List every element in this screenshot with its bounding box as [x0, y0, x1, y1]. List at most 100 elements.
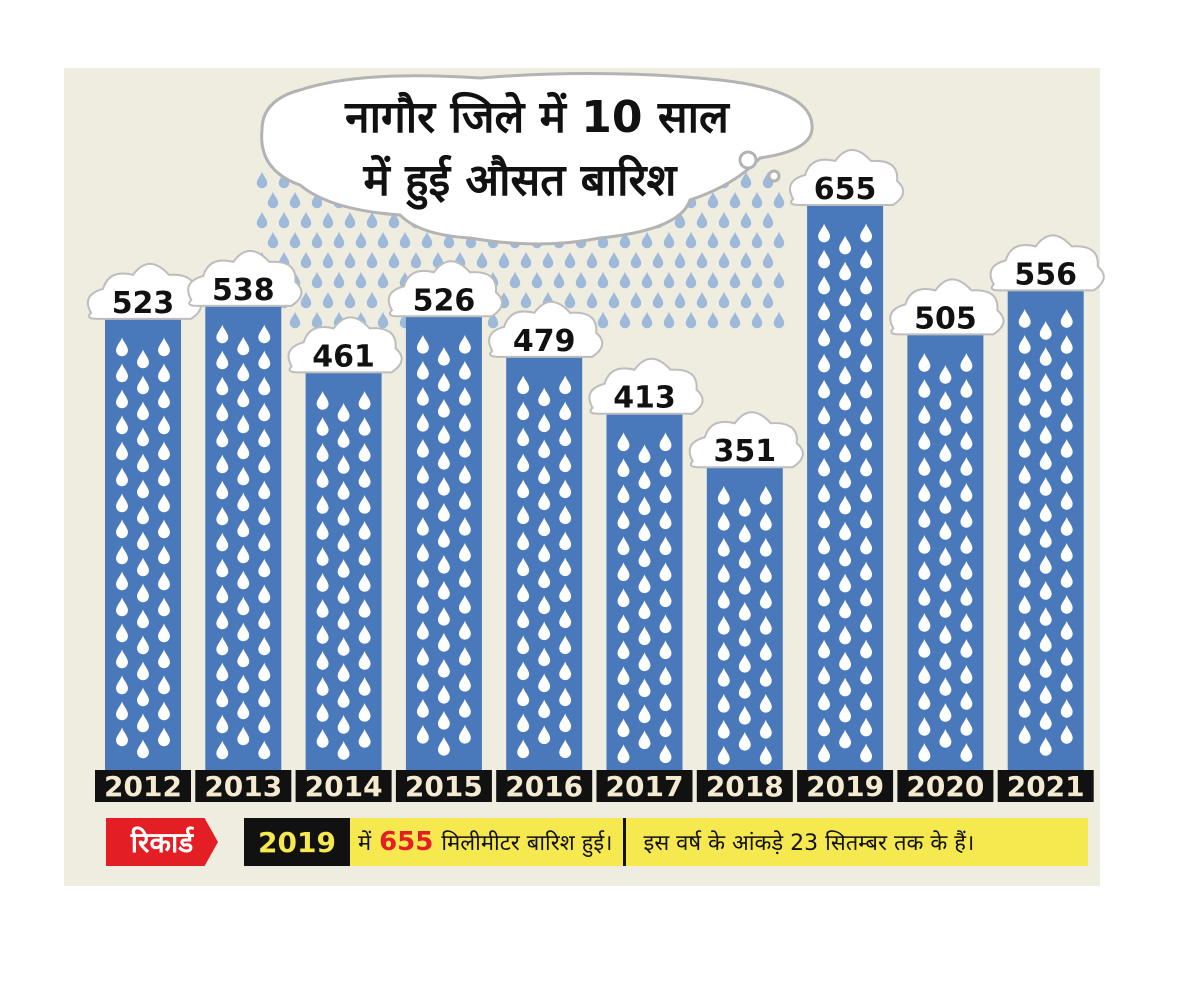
bar-drop	[818, 535, 831, 555]
bar-drop	[918, 665, 931, 684]
bar-drop	[258, 402, 271, 422]
rain-drop	[597, 311, 609, 329]
rain-drop	[740, 171, 752, 189]
rain-drop	[289, 311, 301, 329]
bar-drop	[960, 457, 973, 476]
rain-drop	[762, 171, 774, 189]
bar-drop	[918, 561, 931, 580]
bar-drop	[617, 744, 630, 764]
bar-drop	[939, 677, 952, 696]
bar-drop	[237, 362, 250, 382]
bar-drop	[216, 428, 229, 448]
bar-drop	[538, 517, 551, 537]
rain-drop	[322, 291, 334, 309]
bar-drop	[538, 647, 551, 667]
value-cloud	[588, 357, 704, 415]
bar-drop	[458, 672, 471, 692]
rain-drop	[443, 231, 455, 249]
year-label-2015: 2015	[405, 770, 483, 803]
bar-group-2012: 523 2012	[87, 262, 202, 803]
bar-drop	[216, 662, 229, 682]
bar-drop	[158, 467, 170, 487]
bar-drop	[517, 505, 530, 525]
bar-drop	[659, 614, 672, 634]
rain-drop	[630, 291, 642, 309]
bar-drop	[839, 677, 852, 697]
bar-drop	[939, 495, 952, 514]
rain-drop	[751, 231, 763, 249]
bar-drop	[860, 509, 873, 529]
bar-drop	[517, 713, 530, 733]
bar-drop	[458, 620, 471, 640]
bar-drop	[860, 327, 873, 347]
rain-drop	[388, 211, 400, 229]
year-label-2014: 2014	[305, 770, 383, 803]
record-value: 655	[379, 827, 434, 857]
bar-drop	[158, 337, 170, 357]
bar-drop	[918, 509, 931, 528]
bar-drop	[1018, 335, 1031, 354]
bar-group-2017: 413 2017	[588, 357, 704, 803]
bar-group-2016: 479 2016	[488, 300, 604, 803]
bar-drop	[1060, 439, 1073, 458]
bar-drop	[638, 652, 651, 672]
bar-drop	[158, 519, 170, 539]
bar-drop	[617, 692, 630, 712]
bar-drop	[939, 469, 952, 488]
bar-drop	[116, 389, 128, 409]
value-cloud	[688, 411, 804, 469]
bar-group-2015: 526 2015	[387, 260, 503, 803]
bar-drop	[116, 467, 128, 487]
bar-drop	[358, 416, 371, 436]
rain-drop	[773, 191, 785, 209]
bar-drop	[237, 544, 250, 564]
bar-drop	[116, 597, 128, 617]
rain-drop	[597, 271, 609, 289]
bar-drop	[137, 713, 149, 733]
bar-drop	[216, 350, 229, 370]
bar-drop	[517, 739, 530, 759]
bar-drop	[918, 379, 931, 398]
bar-drop	[860, 405, 873, 425]
bar-drop	[559, 609, 572, 629]
bar-drop	[638, 574, 651, 594]
bar-drop	[638, 704, 651, 724]
bar-drop	[316, 416, 329, 436]
bar-drop	[617, 536, 630, 556]
bar-drop	[437, 528, 450, 548]
rain-drop	[729, 231, 741, 249]
bar-drop	[717, 589, 730, 609]
rain-drop	[498, 251, 510, 269]
bar-drop	[237, 674, 250, 694]
bar-drop	[316, 598, 329, 618]
value-cloud	[488, 300, 604, 358]
bar-drop	[316, 624, 329, 644]
bar-drop	[116, 363, 128, 383]
bar-drop	[559, 375, 572, 395]
bar-drop	[1018, 491, 1031, 510]
year-label-2013: 2013	[204, 770, 282, 803]
rain-drop	[564, 251, 576, 269]
bar-drop	[517, 557, 530, 577]
bar-drop	[659, 562, 672, 582]
bar-drop	[617, 562, 630, 582]
bar-drop	[839, 521, 852, 541]
bar-drop	[158, 675, 170, 695]
bar-drop	[918, 353, 931, 372]
bar-drop	[216, 610, 229, 630]
bar-drop	[818, 405, 831, 425]
rain-drop	[740, 251, 752, 269]
rain-drop	[641, 271, 653, 289]
bar-drop	[258, 584, 271, 604]
bar-drop	[818, 613, 831, 633]
bar-drop	[416, 438, 429, 458]
bar-drop	[116, 337, 128, 357]
bar-drop	[337, 506, 350, 526]
bar-drop	[617, 640, 630, 660]
bar-drop	[258, 740, 271, 760]
bar-drop	[116, 701, 128, 721]
bar-drop	[416, 698, 429, 718]
rain-drop	[707, 311, 719, 329]
bar-drop	[918, 613, 931, 632]
year-label-2016: 2016	[505, 770, 583, 803]
